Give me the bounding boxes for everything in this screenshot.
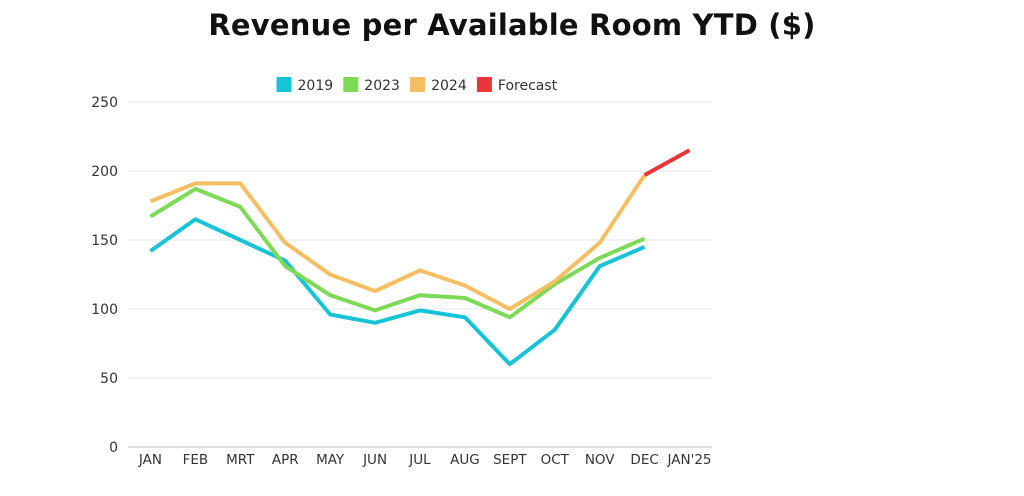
legend-item: 2024: [410, 77, 467, 94]
x-tick-label: NOV: [585, 452, 615, 468]
grid: [128, 101, 712, 379]
legend: 2019 2023 2024 Forecast: [276, 77, 558, 94]
legend-swatch: [410, 77, 426, 92]
x-tick-label: AUG: [450, 452, 480, 468]
x-tick-label: MAY: [316, 452, 345, 468]
x-tick-label: DEC: [630, 452, 658, 468]
legend-item: Forecast: [476, 77, 558, 94]
legend-label: 2023: [364, 78, 400, 94]
series-line-2023: [149, 186, 646, 320]
series-line-2024: [149, 173, 647, 311]
y-axis: 0 50 100 150 200 250: [91, 95, 118, 456]
x-tick-label: JAN: [138, 452, 162, 468]
legend-swatch: [276, 77, 292, 92]
y-tick-label: 150: [91, 233, 118, 249]
y-tick-label: 50: [100, 371, 118, 387]
x-tick-label: FEB: [183, 452, 209, 468]
y-tick-label: 200: [91, 164, 118, 180]
chart-title: Revenue per Available Room YTD ($): [208, 8, 816, 42]
series-line-forecast: [643, 148, 691, 177]
y-tick-label: 100: [91, 302, 118, 318]
series-line-2019: [149, 217, 646, 367]
legend-item: 2023: [343, 77, 400, 94]
x-axis: JAN FEB MRT APR MAY JUN JUL AUG SEPT OCT NOV DEC JAN…: [128, 446, 712, 468]
legend-swatch: [476, 77, 492, 92]
x-tick-label: SEPT: [493, 452, 527, 468]
legend-label: 2019: [298, 78, 334, 94]
x-tick-label: MRT: [226, 452, 255, 468]
legend-label: 2024: [431, 78, 467, 94]
legend-item: 2019: [276, 77, 334, 94]
x-tick-label: JAN'25: [667, 452, 712, 468]
y-tick-label: 250: [91, 95, 118, 111]
x-tick-label: APR: [272, 452, 299, 468]
legend-swatch: [343, 77, 359, 92]
series: [149, 148, 691, 367]
x-tick-label: JUL: [408, 452, 431, 468]
legend-label: Forecast: [498, 78, 558, 94]
y-tick-label: 0: [109, 440, 118, 456]
x-tick-label: JUN: [362, 452, 387, 468]
x-tick-label: OCT: [541, 452, 570, 468]
